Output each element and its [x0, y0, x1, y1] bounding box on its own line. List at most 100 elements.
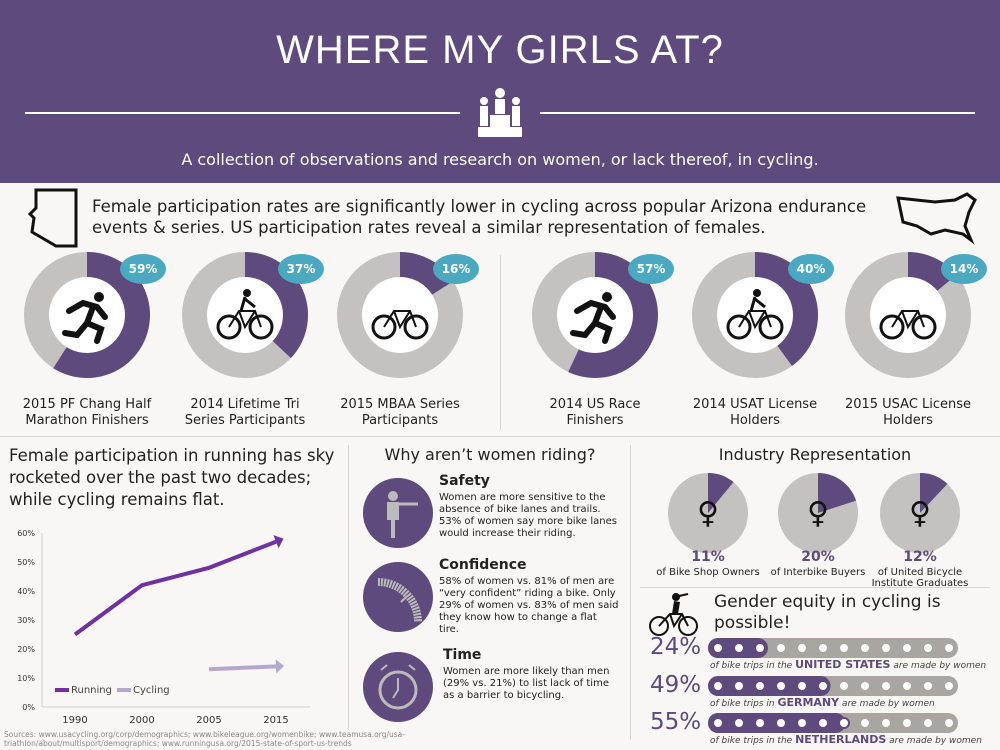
- donut-hole: [870, 277, 946, 353]
- y-tick-label: 30%: [17, 616, 35, 625]
- y-tick-label: 40%: [17, 587, 35, 596]
- chain-link: [817, 642, 829, 654]
- donut-label: 2014 Lifetime Tri Series Participants: [184, 397, 306, 428]
- caption-country: UNITED STATES: [795, 658, 891, 671]
- caption-pre: of bike trips in the: [710, 661, 793, 671]
- equity-title: Gender equity in cycling is possible!: [714, 592, 941, 633]
- line-chart: 0% 10% 20% 30% 40% 50% 60% 1990 2000 2005 2015 Runn…: [17, 529, 310, 726]
- equity-caption: of bike trips in the UNITED STATES are m…: [710, 658, 986, 671]
- why-title: Why aren’t women riding?: [384, 445, 596, 464]
- y-tick-label: 50%: [17, 558, 35, 567]
- x-tick-label: 1990: [62, 715, 87, 726]
- chain-link: [901, 680, 913, 692]
- industry-label: of Bike Shop Owners: [656, 567, 760, 578]
- chain-link: [880, 717, 892, 729]
- industry-pie: ♀: [668, 473, 748, 553]
- reason-circle: [363, 562, 433, 632]
- chain-link: [733, 680, 745, 692]
- donut-chart: [532, 252, 658, 378]
- chain-link: [943, 717, 955, 729]
- chain-link: [817, 680, 829, 692]
- pie-female-slice: [920, 473, 948, 513]
- chain-link: [838, 717, 850, 729]
- chain-link: [754, 680, 766, 692]
- series-arrowhead: [275, 659, 284, 674]
- caption-post: are made by women: [889, 736, 982, 746]
- donut-label: 2014 US Race Finishers: [549, 397, 641, 428]
- chain-link: [775, 642, 787, 654]
- caption-pre: of bike trips in: [710, 699, 775, 709]
- y-tick-label: 10%: [17, 674, 35, 683]
- equity-percent: 24%: [650, 634, 702, 660]
- mountain-bike-icon: [371, 310, 429, 340]
- donut-chart: [845, 252, 971, 378]
- chain-link: [922, 680, 934, 692]
- podium-icon: [478, 88, 522, 137]
- percent-bubble: 37%: [278, 254, 324, 284]
- chain-link: [859, 680, 871, 692]
- divider: [348, 445, 349, 730]
- chain-link: [775, 717, 787, 729]
- industry-title: Industry Representation: [718, 445, 912, 464]
- chain-link: [754, 642, 766, 654]
- donut-hole: [362, 277, 438, 353]
- bike-chain-bar: [708, 638, 958, 658]
- percent-bubble: 57%: [628, 254, 674, 284]
- caption-post: are made by women: [893, 661, 987, 671]
- chain-link: [880, 642, 892, 654]
- industry-label: of Interbike Buyers: [770, 567, 866, 578]
- reason-text: Women are more sensitive to the absence …: [439, 492, 617, 539]
- donut-hole: [207, 277, 283, 353]
- series-line-cycling: [208, 664, 277, 672]
- caption-pre: of bike trips in the: [710, 736, 793, 746]
- chain-link: [712, 642, 724, 654]
- chain-link: [712, 717, 724, 729]
- chain-link: [859, 717, 871, 729]
- donut-chart: [692, 252, 818, 378]
- percent-bubble: 59%: [120, 254, 166, 284]
- reason-text: 58% of women vs. 81% of men are “very co…: [439, 576, 619, 635]
- percent-bubble: 40%: [788, 254, 834, 284]
- percent-bubble: 16%: [433, 254, 479, 284]
- chain-link: [838, 680, 850, 692]
- series-arrowhead: [273, 535, 284, 549]
- alarm-clock-icon: [378, 664, 418, 710]
- industry-label: of United Bicycle Institute Graduates: [871, 567, 969, 589]
- donut-chart: [182, 252, 308, 378]
- bike-chain-bar: [708, 713, 958, 733]
- chain-link: [901, 717, 913, 729]
- industry-pie: ♀: [880, 473, 960, 553]
- donut-label: 2015 MBAA Series Participants: [340, 397, 460, 428]
- chain-link: [943, 680, 955, 692]
- woman-cyclist-icon: [649, 593, 698, 636]
- tire-icon: [377, 578, 422, 623]
- equity-percent: 55%: [650, 709, 702, 735]
- pie-female-slice: [708, 473, 734, 513]
- reason-title: Confidence: [439, 557, 527, 573]
- chain-link: [733, 642, 745, 654]
- subtitle: A collection of observations and researc…: [181, 150, 819, 169]
- y-tick-label: 20%: [17, 645, 35, 654]
- series-line-running: [73, 539, 277, 637]
- sources: Sources: www.usacycling.org/corp/demogra…: [4, 730, 405, 748]
- chain-remainder: [708, 638, 958, 658]
- hand-signal-icon: [387, 491, 418, 538]
- equity-percent: 49%: [650, 672, 702, 698]
- chain-link: [901, 642, 913, 654]
- donut-label: 2014 USAT License Holders: [692, 397, 818, 428]
- reason-circle: [363, 652, 433, 722]
- caption-post: are made by women: [841, 699, 935, 709]
- donut-hole: [717, 277, 793, 353]
- legend-label: Cycling: [133, 685, 170, 696]
- chain-link: [922, 642, 934, 654]
- female-symbol-icon: ♀: [697, 496, 719, 531]
- cyclist-icon: [726, 289, 784, 340]
- donut-label: 2015 PF Chang Half Marathon Finishers: [22, 397, 152, 428]
- header: WHERE MY GIRLS AT? A collection of obser…: [0, 0, 1000, 183]
- chain-link: [775, 680, 787, 692]
- equity-caption: of bike trips in the NETHERLANDS are mad…: [710, 733, 982, 746]
- industry-percent: 11%: [691, 549, 725, 565]
- chain-link: [943, 642, 955, 654]
- divider: [25, 112, 460, 114]
- industry-pie: ♀: [778, 473, 858, 553]
